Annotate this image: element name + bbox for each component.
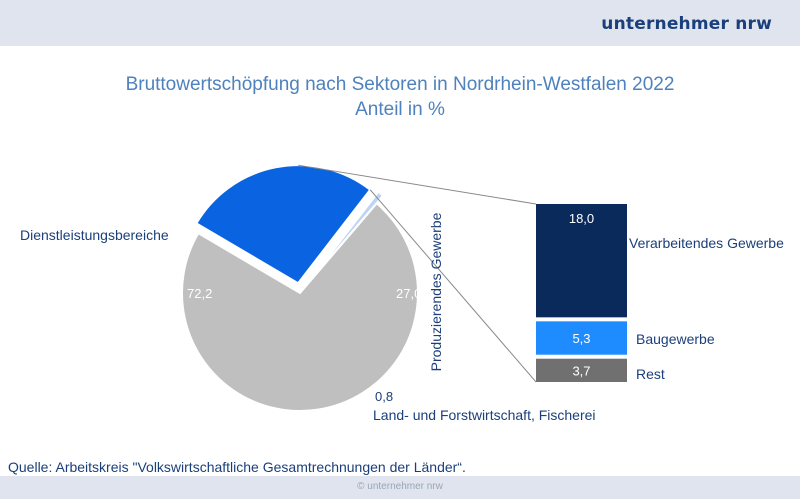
category-label-land-forst-fischerei: Land- und Forstwirtschaft, Fischerei <box>373 407 596 423</box>
breakdown-parent-label: Produzierendes Gewerbe <box>428 212 444 371</box>
footer-band <box>0 476 800 499</box>
slice-value-label-dienstleistungsbereiche: 72,2 <box>187 286 212 301</box>
category-label-verarbeitendes-gewerbe: Verarbeitendes Gewerbe <box>629 235 784 251</box>
bar-value-label-baugewerbe: 5,3 <box>572 331 590 346</box>
connector-line-top <box>298 164 537 205</box>
pie-slice-dienstleistungsbereiche <box>181 201 419 412</box>
bar-segment-baugewerbe <box>536 321 627 355</box>
bar-segment-verarbeitendes-gewerbe <box>536 204 627 318</box>
category-label-rest: Rest <box>636 366 665 382</box>
bar-value-label-verarbeitendes-gewerbe: 18,0 <box>569 211 594 226</box>
category-label-dienstleistungsbereiche: Dienstleistungsbereiche <box>20 227 169 243</box>
slice-value-label-produzierendes-gewerbe: 27,0 <box>396 286 421 301</box>
bar-value-label-rest: 3,7 <box>572 363 590 378</box>
copyright-text: © unternehmer nrw <box>357 481 443 492</box>
connector-line-bottom <box>369 189 537 383</box>
slice-value-label-land-forst-fischerei: 0,8 <box>375 389 393 404</box>
brand-logo: unternehmer nrw <box>601 14 772 34</box>
header-band <box>0 0 800 46</box>
chart-title: Bruttowertschöpfung nach Sektoren in Nor… <box>125 74 675 95</box>
bar-segment-rest <box>536 358 627 382</box>
pie-slice-produzierendes-gewerbe <box>195 164 372 285</box>
pie-slice-land-forst-fischerei <box>305 190 385 286</box>
category-label-baugewerbe: Baugewerbe <box>636 331 715 347</box>
chart-subtitle: Anteil in % <box>355 99 445 120</box>
source-note: Quelle: Arbeitskreis "Volkswirtschaftlic… <box>8 459 466 475</box>
